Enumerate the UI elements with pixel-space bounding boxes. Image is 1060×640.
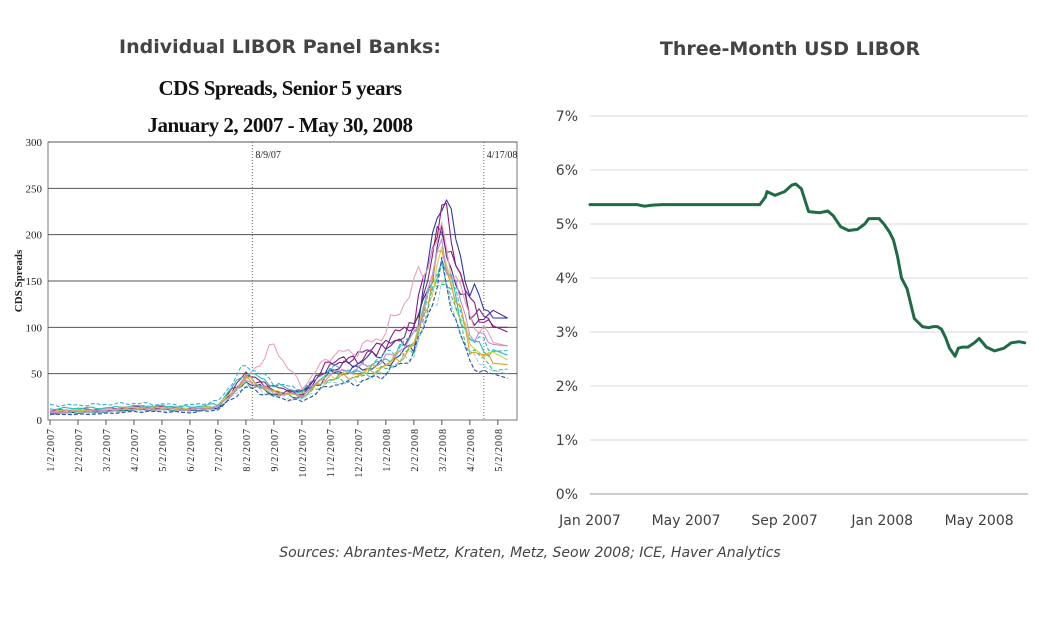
right-panel-title: Three-Month USD LIBOR bbox=[659, 38, 921, 60]
cds-x-tick-label: 8/2/2007 bbox=[242, 428, 253, 472]
cds-x-tick-label: 12/2/2007 bbox=[354, 428, 365, 478]
cds-series-line bbox=[49, 256, 508, 416]
cds-chart-title: CDS Spreads, Senior 5 years bbox=[158, 76, 402, 100]
libor-x-tick-label: Sep 2007 bbox=[751, 513, 817, 529]
cds-series-line bbox=[49, 238, 508, 414]
cds-x-tick-label: 5/2/2007 bbox=[158, 428, 169, 472]
cds-x-tick-label: 10/2/2007 bbox=[298, 428, 309, 478]
cds-x-tick-label: 5/2/2008 bbox=[494, 428, 505, 472]
libor-chart: 0% 1% 2% 3% 4% 5% 6% 7% Jan 2007 May 2007 Sep 2007… bbox=[556, 109, 1028, 529]
libor-y-tick-label: 4% bbox=[556, 271, 578, 287]
cds-series-line bbox=[50, 283, 508, 415]
libor-x-tick-label: Jan 2008 bbox=[850, 513, 913, 529]
cds-x-tick-label: 6/2/2007 bbox=[186, 428, 197, 472]
libor-y-tick-label: 6% bbox=[556, 163, 578, 179]
cds-spreads-chart: 0 50 100 150 200 250 300 CDS Spreads 1/2/2007 2/2… bbox=[13, 137, 518, 478]
cds-x-tick-label: 9/2/2007 bbox=[270, 428, 281, 472]
cds-y-tick-label: 150 bbox=[26, 276, 43, 288]
cds-event-label: 4/17/08 bbox=[487, 150, 518, 161]
cds-chart-subtitle: January 2, 2007 - May 30, 2008 bbox=[147, 113, 414, 137]
cds-x-tick-label: 11/2/2007 bbox=[326, 428, 337, 477]
cds-series-line bbox=[49, 280, 508, 416]
cds-x-tick-label: 3/2/2007 bbox=[102, 428, 113, 472]
cds-x-tick-label: 4/2/2008 bbox=[466, 428, 477, 472]
cds-x-tick-label: 7/2/2007 bbox=[214, 428, 225, 472]
libor-x-tick-label: May 2008 bbox=[945, 513, 1014, 529]
cds-y-tick-label: 0 bbox=[37, 415, 43, 427]
cds-series-line bbox=[49, 259, 508, 411]
cds-y-tick-label: 250 bbox=[26, 183, 43, 195]
libor-y-tick-label: 2% bbox=[556, 379, 578, 395]
left-panel-title: Individual LIBOR Panel Banks: bbox=[119, 36, 441, 58]
libor-y-tick-label: 5% bbox=[556, 217, 578, 233]
libor-series-line bbox=[588, 182, 1027, 358]
cds-series-line bbox=[49, 221, 508, 412]
libor-y-tick-label: 0% bbox=[556, 487, 578, 503]
libor-y-tick-label: 7% bbox=[556, 109, 578, 125]
cds-event-label: 8/9/07 bbox=[255, 150, 281, 161]
cds-series-line bbox=[49, 262, 508, 408]
cds-x-tick-label: 3/2/2008 bbox=[438, 428, 449, 472]
cds-x-tick-label: 4/2/2007 bbox=[130, 428, 141, 472]
cds-y-axis-label: CDS Spreads bbox=[13, 249, 25, 312]
cds-y-tick-label: 100 bbox=[26, 322, 43, 334]
libor-x-tick-label: Jan 2007 bbox=[558, 513, 621, 529]
sources-note: Sources: Abrantes-Metz, Kraten, Metz, Se… bbox=[279, 545, 781, 561]
libor-y-tick-label: 1% bbox=[556, 433, 578, 449]
cds-x-tick-label: 2/2/2008 bbox=[410, 428, 421, 472]
libor-y-tick-label: 3% bbox=[556, 325, 578, 341]
cds-x-tick-label: 1/2/2007 bbox=[46, 428, 57, 472]
cds-y-tick-label: 50 bbox=[31, 369, 43, 381]
cds-x-tick-label: 1/2/2008 bbox=[382, 428, 393, 472]
cds-y-tick-label: 300 bbox=[26, 137, 43, 149]
libor-x-tick-label: May 2007 bbox=[652, 513, 721, 529]
cds-y-tick-label: 200 bbox=[26, 230, 43, 242]
cds-x-tick-label: 2/2/2007 bbox=[74, 428, 85, 472]
